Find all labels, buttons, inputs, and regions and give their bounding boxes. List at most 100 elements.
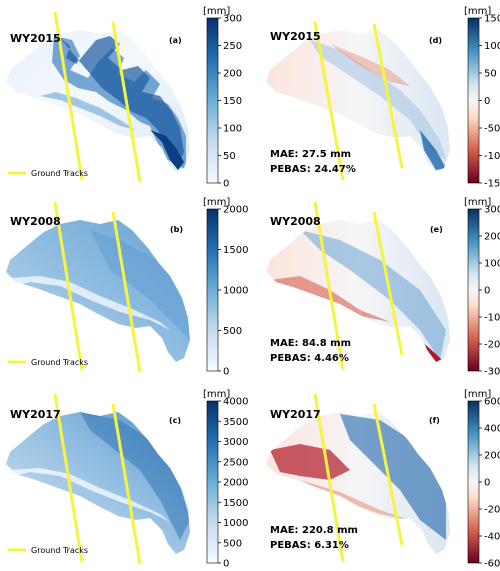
colorbar-tick-label-c-2: 1000 [223, 518, 248, 529]
panel-a: WY2015 (a) Ground Tracks [6, 11, 190, 183]
colorbar-tick-label-c-8: 4000 [223, 397, 248, 408]
ground-track-line-d2 [372, 23, 404, 169]
legend-label-b: Ground Tracks [31, 358, 88, 367]
colorbar-unit-f: [mm] [464, 389, 491, 400]
colorbar-tick-label-e-6: 300 [484, 205, 500, 216]
panel-e: WY2008 (e) MAE: 84.8 mm PEBAS: 4.46% [266, 201, 450, 371]
panel-c: WY2017 (c) Ground Tracks [6, 393, 190, 565]
colorbar-tick-label-f-1: -400 [484, 532, 500, 543]
ground-track-line-e2 [372, 211, 404, 356]
colorbar-tick-label-b-1: 500 [223, 326, 242, 337]
panel-label-f: (f) [429, 416, 440, 425]
error-pattern-f [270, 414, 446, 540]
year-label-f: WY2017 [270, 408, 321, 421]
colorbar-tick-label-d-1: -100 [484, 151, 500, 162]
legend-label-c: Ground Tracks [31, 546, 88, 555]
ground-track-line-b2 [111, 211, 142, 373]
colorbar-tick-label-c-6: 3000 [223, 437, 248, 448]
panel-label-e: (e) [430, 225, 443, 234]
colorbar-tick-label-c-5: 2500 [223, 457, 248, 468]
colorbar-tick-label-b-4: 2000 [223, 205, 248, 216]
mae-label-f: MAE: 220.8 mm [270, 525, 358, 536]
colorbar-unit-d: [mm] [464, 6, 491, 17]
legend-label-a: Ground Tracks [31, 169, 88, 178]
colorbar-d: [mm] -150 -100 -50 0 50 100 150 [464, 6, 500, 190]
ground-track-line-d1 [313, 21, 345, 181]
year-label-e: WY2008 [270, 215, 321, 228]
colorbar-a: [mm] 0 50 100 150 200 250 300 [203, 6, 242, 190]
colorbar-tick-label-e-5: 200 [484, 232, 500, 243]
colorbar-tick-label-d-0: -150 [484, 179, 500, 190]
ground-track-line-f2 [372, 403, 404, 546]
colorbar-tick-label-c-0: 0 [223, 559, 229, 570]
year-label-b: WY2008 [10, 215, 61, 228]
snow-pattern-a [40, 36, 186, 170]
colorbar-tick-label-e-3: 0 [484, 286, 490, 297]
error-pattern-d [310, 40, 446, 170]
colorbar-ramp-b [206, 208, 219, 372]
colorbar-ramp-f [467, 400, 480, 564]
colorbar-unit-b: [mm] [203, 197, 230, 208]
panel-d: WY2015 (d) MAE: 27.5 mm PEBAS: 24.47% [266, 21, 450, 181]
year-label-c: WY2017 [10, 408, 61, 421]
colorbar-unit-e: [mm] [464, 197, 491, 208]
ground-track-line-a2 [111, 21, 142, 183]
colorbar-tick-label-c-1: 500 [223, 538, 242, 549]
colorbar-tick-label-e-4: 100 [484, 259, 500, 270]
colorbar-ramp-d [467, 17, 480, 184]
colorbar-tick-label-f-3: 0 [484, 478, 490, 489]
colorbar-tick-label-c-7: 3500 [223, 417, 248, 428]
mae-label-e: MAE: 84.8 mm [270, 338, 351, 349]
panel-label-c: (c) [169, 416, 181, 425]
pebas-label-d: PEBAS: 24.47% [270, 164, 356, 175]
colorbar-tick-label-e-2: -100 [484, 313, 500, 324]
colorbar-ramp-c [206, 400, 219, 564]
colorbar-tick-label-f-2: -200 [484, 505, 500, 516]
colorbar-tick-label-a-3: 150 [223, 96, 242, 107]
ground-track-line-a1 [53, 11, 84, 181]
colorbar-tick-label-b-0: 0 [223, 367, 229, 378]
colorbar-ramp-a [206, 17, 219, 184]
colorbar-unit-c: [mm] [203, 389, 230, 400]
colorbar-tick-label-f-0: -600 [484, 559, 500, 570]
colorbar-tick-label-a-5: 250 [223, 41, 242, 52]
colorbar-tick-label-f-5: 400 [484, 424, 500, 435]
colorbar-tick-label-a-2: 100 [223, 124, 242, 135]
colorbar-b: [mm] 0 500 1000 1500 2000 [203, 197, 248, 378]
colorbar-tick-label-d-6: 150 [484, 14, 500, 25]
ground-track-line-c1 [53, 393, 84, 563]
colorbar-tick-label-c-3: 1500 [223, 498, 248, 509]
colorbar-tick-label-d-2: -50 [484, 124, 500, 135]
pebas-label-e: PEBAS: 4.46% [270, 353, 349, 364]
colorbar-ramp-e [467, 208, 480, 372]
colorbar-tick-label-d-4: 50 [484, 69, 497, 80]
snow-pattern-c [6, 412, 190, 540]
colorbar-tick-label-d-3: 0 [484, 96, 490, 107]
snow-pattern-b [6, 230, 190, 340]
colorbar-tick-label-e-0: -300 [484, 367, 500, 378]
colorbar-tick-label-e-1: -200 [484, 340, 500, 351]
ground-track-line-c2 [111, 403, 142, 565]
colorbar-tick-label-a-4: 200 [223, 69, 242, 80]
colorbar-tick-label-d-5: 100 [484, 41, 500, 52]
panel-b: WY2008 (b) Ground Tracks [6, 201, 190, 373]
panel-f: WY2017 (f) MAE: 220.8 mm PEBAS: 6.31% [266, 393, 450, 563]
colorbar-tick-label-a-6: 300 [223, 14, 242, 25]
colorbar-tick-label-c-4: 2000 [223, 478, 248, 489]
colorbar-e: [mm] -300 -200 -100 0 100 200 300 [464, 197, 500, 378]
ground-track-line-f1 [313, 393, 345, 563]
colorbar-tick-label-a-0: 0 [223, 179, 229, 190]
colorbar-tick-label-f-4: 200 [484, 451, 500, 462]
year-label-a: WY2015 [10, 32, 61, 45]
year-label-d: WY2015 [270, 30, 321, 43]
colorbar-tick-label-a-1: 50 [223, 151, 236, 162]
panel-label-d: (d) [429, 36, 442, 45]
colorbar-c: [mm] 0 500 1000 1500 2000 2500 3000 3500 4000 [203, 389, 248, 570]
colorbar-tick-label-b-2: 1000 [223, 286, 248, 297]
colorbars: [mm]050100150200250300[mm]05001000150020… [203, 6, 500, 570]
ground-track-line-b1 [53, 201, 84, 371]
colorbar-f: [mm] -600 -400 -200 0 200 400 600 [464, 389, 500, 570]
colorbar-tick-label-b-3: 1500 [223, 245, 248, 256]
panel-label-a: (a) [169, 36, 182, 45]
